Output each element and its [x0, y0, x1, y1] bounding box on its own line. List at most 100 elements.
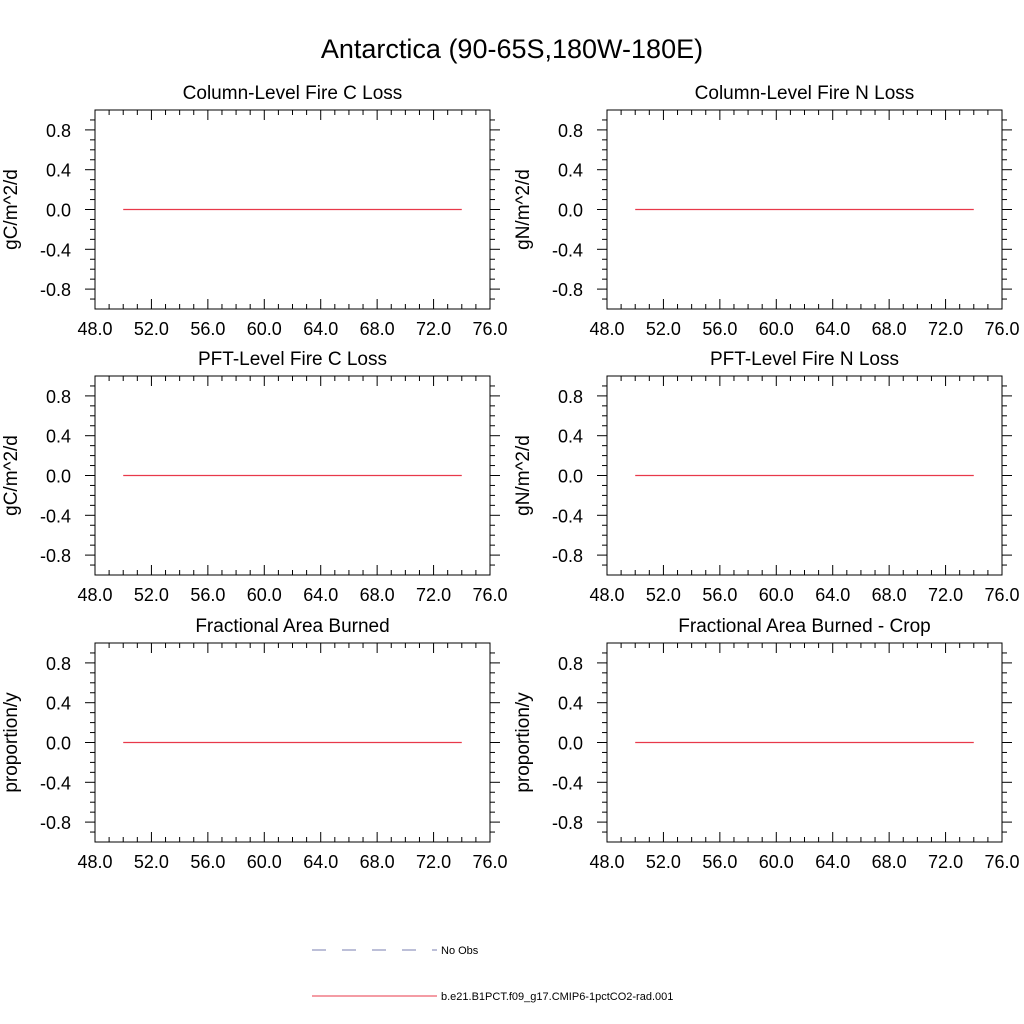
- legend-item-1: No Obs: [312, 945, 479, 957]
- y-axis-label: gN/m^2/d: [513, 435, 534, 516]
- chart-panel-5: Fractional Area Burned 48.0 52.0 56.0 60.0 64…: [1, 616, 508, 872]
- x-tick-label: 64.0: [815, 585, 850, 605]
- x-tick-label: 72.0: [928, 852, 963, 872]
- x-tick-label: 60.0: [759, 585, 794, 605]
- y-tick-label: 0.4: [558, 694, 583, 714]
- y-tick-label: 0.4: [558, 427, 583, 447]
- x-tick-label: 64.0: [303, 852, 338, 872]
- x-tick-label: 48.0: [589, 852, 624, 872]
- x-tick-label: 52.0: [646, 585, 681, 605]
- y-axis-label: gC/m^2/d: [1, 435, 22, 516]
- x-tick-label: 52.0: [646, 852, 681, 872]
- y-tick-label: -0.4: [40, 773, 71, 793]
- y-tick-label: 0.4: [46, 694, 71, 714]
- x-tick-label: 68.0: [872, 319, 907, 339]
- x-tick-label: 48.0: [589, 585, 624, 605]
- y-tick-label: 0.0: [558, 734, 583, 754]
- x-tick-label: 76.0: [472, 585, 507, 605]
- y-tick-label: 0.0: [558, 201, 583, 221]
- panel-title: Fractional Area Burned - Crop: [678, 616, 930, 637]
- x-tick-label: 68.0: [360, 319, 395, 339]
- chart-panel-6: Fractional Area Burned - Crop 48.0 52.0 56.…: [513, 616, 1020, 872]
- y-tick-label: -0.4: [552, 240, 583, 260]
- x-tick-label: 76.0: [984, 585, 1019, 605]
- x-tick-label: 68.0: [360, 585, 395, 605]
- x-tick-label: 56.0: [190, 585, 225, 605]
- y-tick-label: 0.8: [46, 387, 71, 407]
- y-tick-label: -0.4: [552, 773, 583, 793]
- chart-panel-3: PFT-Level Fire C Loss 48.0 52.0 56.0 60.0 64.…: [1, 349, 508, 605]
- x-tick-label: 76.0: [472, 319, 507, 339]
- y-tick-label: 0.4: [46, 427, 71, 447]
- x-tick-label: 52.0: [646, 319, 681, 339]
- y-axis-label: proportion/y: [513, 692, 534, 793]
- legend-label: No Obs: [441, 945, 479, 957]
- x-tick-label: 60.0: [247, 852, 282, 872]
- x-tick-label: 56.0: [190, 852, 225, 872]
- panel-grid: Column-Level Fire C Loss 48.0 52.0 56.0 60.0…: [1, 83, 1020, 872]
- y-axis-label: gN/m^2/d: [513, 169, 534, 250]
- y-tick-label: -0.8: [40, 546, 71, 566]
- y-tick-label: -0.8: [40, 280, 71, 300]
- y-tick-label: 0.8: [558, 387, 583, 407]
- x-tick-label: 48.0: [77, 585, 112, 605]
- chart-panel-4: PFT-Level Fire N Loss 48.0 52.0 56.0 60.0 64.…: [513, 349, 1020, 605]
- y-axis-label: gC/m^2/d: [1, 169, 22, 250]
- legend-item-2: b.e21.B1PCT.f09_g17.CMIP6-1pctCO2-rad.00…: [312, 991, 673, 1003]
- chart-panel-1: Column-Level Fire C Loss 48.0 52.0 56.0 60.0…: [1, 83, 508, 339]
- panel-title: PFT-Level Fire N Loss: [710, 349, 899, 370]
- x-tick-label: 64.0: [303, 319, 338, 339]
- x-tick-label: 52.0: [134, 319, 169, 339]
- x-tick-label: 76.0: [984, 319, 1019, 339]
- y-tick-label: 0.0: [558, 467, 583, 487]
- panel-title: Column-Level Fire C Loss: [183, 83, 403, 104]
- x-tick-label: 56.0: [702, 852, 737, 872]
- y-tick-label: 0.0: [46, 734, 71, 754]
- y-tick-label: -0.8: [40, 813, 71, 833]
- x-tick-label: 76.0: [984, 852, 1019, 872]
- figure-title: Antarctica (90-65S,180W-180E): [320, 34, 704, 64]
- x-tick-label: 60.0: [759, 852, 794, 872]
- y-tick-label: 0.0: [46, 201, 71, 221]
- x-tick-label: 52.0: [134, 852, 169, 872]
- panel-title: PFT-Level Fire C Loss: [198, 349, 387, 370]
- panel-title: Column-Level Fire N Loss: [695, 83, 915, 104]
- x-tick-label: 56.0: [190, 319, 225, 339]
- x-tick-label: 72.0: [416, 585, 451, 605]
- x-tick-label: 52.0: [134, 585, 169, 605]
- x-tick-label: 76.0: [472, 852, 507, 872]
- x-tick-label: 48.0: [77, 852, 112, 872]
- y-tick-label: 0.0: [46, 467, 71, 487]
- y-tick-label: -0.8: [552, 280, 583, 300]
- x-tick-label: 72.0: [416, 319, 451, 339]
- legend-label: b.e21.B1PCT.f09_g17.CMIP6-1pctCO2-rad.00…: [441, 991, 673, 1003]
- x-tick-label: 64.0: [815, 319, 850, 339]
- x-tick-label: 56.0: [702, 585, 737, 605]
- y-axis-label: proportion/y: [1, 692, 22, 793]
- chart-panel-2: Column-Level Fire N Loss 48.0 52.0 56.0 60.0…: [513, 83, 1020, 339]
- x-tick-label: 68.0: [360, 852, 395, 872]
- y-tick-label: 0.8: [558, 121, 583, 141]
- x-tick-label: 60.0: [247, 319, 282, 339]
- x-tick-label: 72.0: [928, 585, 963, 605]
- y-tick-label: -0.4: [40, 240, 71, 260]
- y-tick-label: 0.8: [46, 121, 71, 141]
- x-tick-label: 72.0: [416, 852, 451, 872]
- x-tick-label: 60.0: [759, 319, 794, 339]
- x-tick-label: 72.0: [928, 319, 963, 339]
- x-tick-label: 64.0: [815, 852, 850, 872]
- x-tick-label: 60.0: [247, 585, 282, 605]
- y-tick-label: 0.8: [558, 654, 583, 674]
- x-tick-label: 64.0: [303, 585, 338, 605]
- y-tick-label: 0.4: [558, 161, 583, 181]
- y-tick-label: 0.8: [46, 654, 71, 674]
- x-tick-label: 68.0: [872, 585, 907, 605]
- panel-title: Fractional Area Burned: [195, 616, 389, 637]
- y-tick-label: -0.4: [40, 506, 71, 526]
- y-tick-label: 0.4: [46, 161, 71, 181]
- x-tick-label: 68.0: [872, 852, 907, 872]
- legend: No Obs b.e21.B1PCT.f09_g17.CMIP6-1pctCO2-…: [312, 945, 673, 1003]
- x-tick-label: 56.0: [702, 319, 737, 339]
- x-tick-label: 48.0: [589, 319, 624, 339]
